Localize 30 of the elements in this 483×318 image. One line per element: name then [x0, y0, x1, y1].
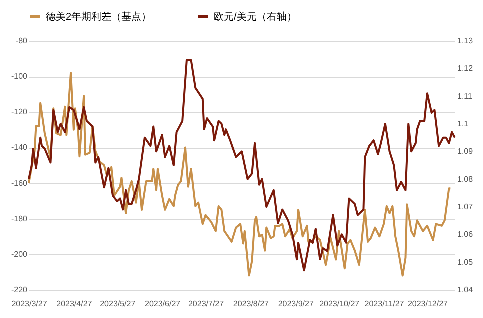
y-tick-label: -120 — [11, 108, 28, 117]
y2-tick-label: 1.1 — [458, 120, 470, 128]
y-tick-label: -200 — [11, 250, 28, 259]
x-tick-label: 2023/3/27 — [12, 300, 48, 308]
y-tick-label: -220 — [11, 286, 28, 294]
x-tick-label: 2023/4/27 — [56, 300, 93, 308]
x-tick-label: 2023/8/27 — [233, 300, 270, 308]
y2-tick-label: 1.12 — [458, 64, 474, 74]
x-tick-label: 2023/7/27 — [188, 300, 225, 308]
x-tick-label: 2023/6/27 — [145, 300, 182, 308]
x-tick-label: 2023/9/27 — [278, 300, 314, 308]
y-tick-label: -100 — [11, 72, 28, 82]
y2-tick-label: 1.07 — [458, 202, 474, 212]
y2-tick-label: 1.05 — [458, 258, 474, 267]
y-tick-label: -80 — [16, 36, 28, 46]
x-tick-label: 2023/5/27 — [100, 300, 136, 308]
y-tick-label: -140 — [11, 143, 28, 152]
y-tick-label: -160 — [11, 178, 28, 188]
y-tick-label: -180 — [11, 214, 28, 224]
x-tick-label: 2023/11/27 — [364, 300, 405, 308]
x-tick-label: 2023/10/27 — [320, 300, 360, 308]
legend-label: 欧元/美元（右轴） — [214, 10, 297, 23]
x-tick-label: 2023/12/27 — [408, 300, 449, 308]
y2-tick-label: 1.08 — [458, 174, 474, 184]
y2-tick-label: 1.04 — [458, 286, 474, 294]
y2-tick-label: 1.13 — [458, 36, 474, 46]
y2-tick-label: 1.09 — [458, 147, 474, 156]
y2-tick-label: 1.06 — [458, 230, 474, 240]
y2-tick-label: 1.11 — [458, 92, 474, 101]
legend-label: 德美2年期利差（基点） — [46, 10, 152, 23]
